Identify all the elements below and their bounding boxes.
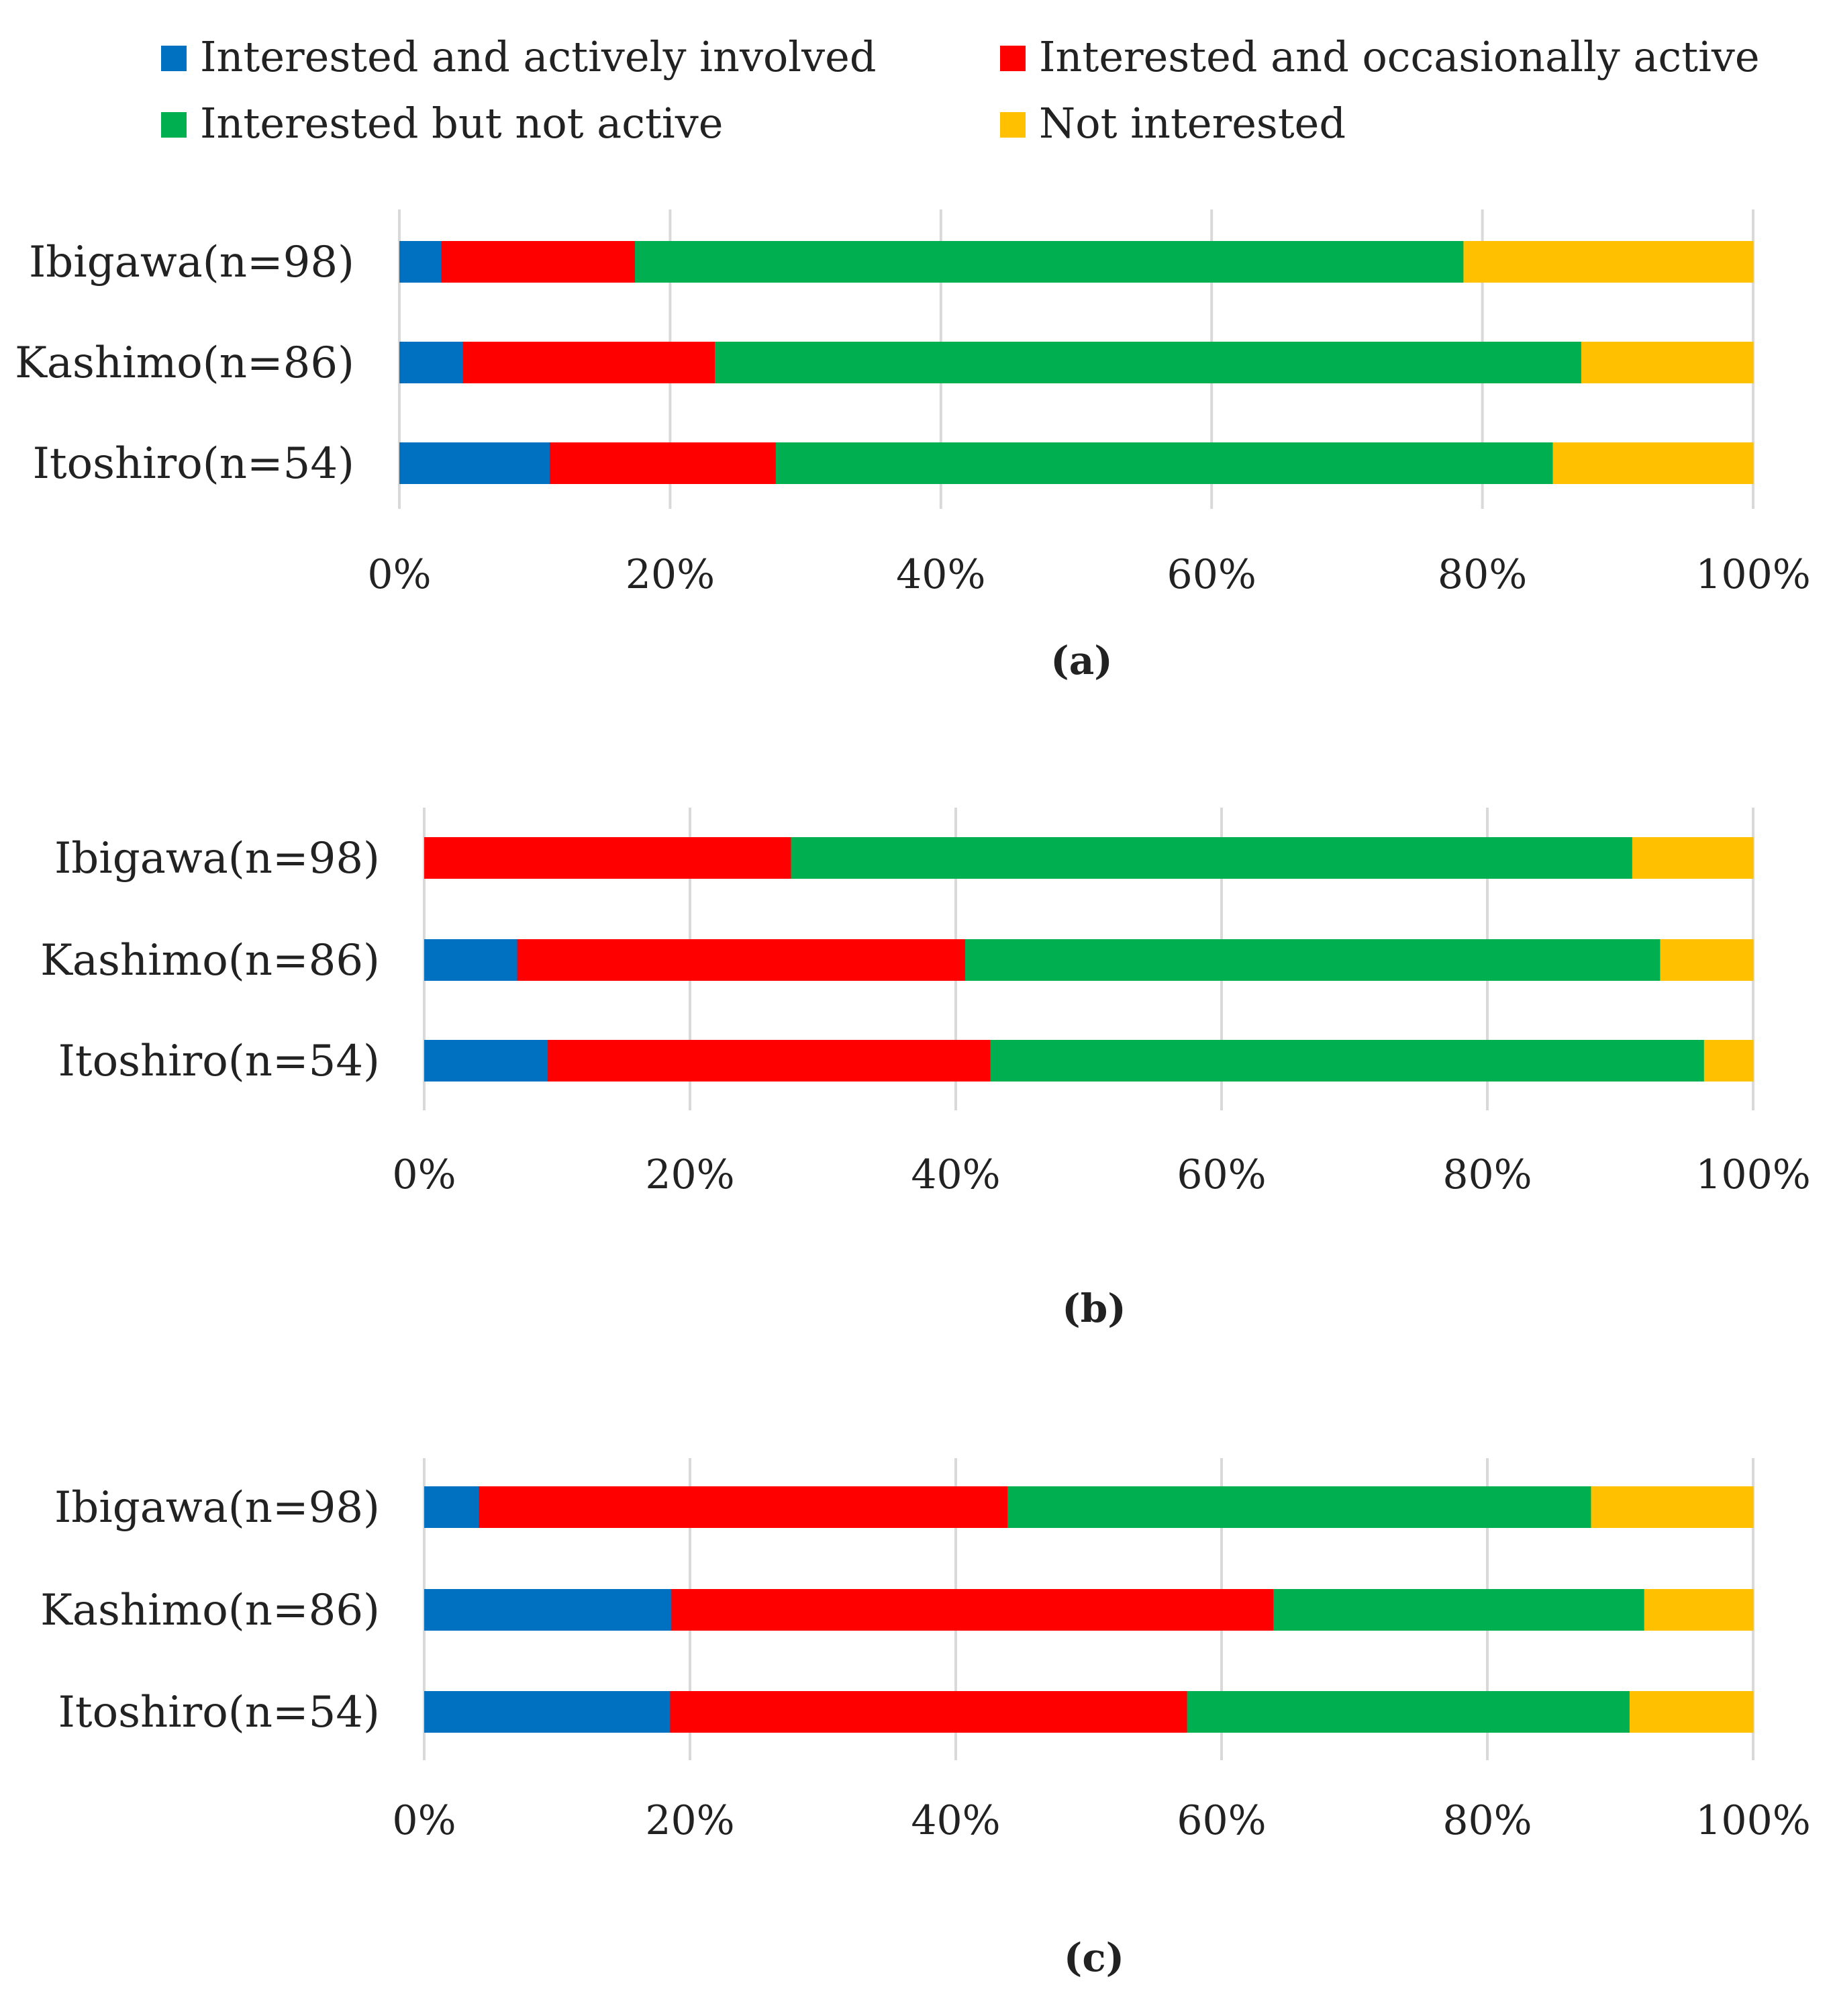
bar-segment-itoshiro-interested-but-not-active xyxy=(1187,1691,1630,1733)
x-tick-label: 0% xyxy=(392,1151,456,1198)
bar-segment-itoshiro-interested-and-actively-involved xyxy=(399,442,550,484)
legend-swatch xyxy=(1000,112,1026,138)
x-tick-label: 60% xyxy=(1177,1797,1266,1844)
bar-segment-itoshiro-not-interested xyxy=(1552,442,1754,484)
legend-label: Not interested xyxy=(1039,99,1346,148)
bar-segment-itoshiro-not-interested xyxy=(1629,1691,1754,1733)
category-label: Itoshiro(n=54) xyxy=(58,1688,380,1737)
bar-segment-kashimo-interested-but-not-active xyxy=(714,342,1582,383)
legend-item-interested-and-actively-involved: Interested and actively involved xyxy=(161,32,877,81)
x-tick-label: 20% xyxy=(645,1797,734,1844)
bar-segment-kashimo-not-interested xyxy=(1644,1589,1754,1631)
x-tick-label: 0% xyxy=(367,551,431,598)
bar-segment-ibigawa-not-interested xyxy=(1591,1486,1754,1528)
category-label: Itoshiro(n=54) xyxy=(33,439,354,489)
category-label: Kashimo(n=86) xyxy=(40,1586,380,1635)
legend-label: Interested but not active xyxy=(200,99,723,148)
bar-segment-ibigawa-interested-and-actively-involved xyxy=(424,1486,479,1528)
x-tick-label: 20% xyxy=(645,1151,734,1198)
x-tick-label: 80% xyxy=(1442,1797,1532,1844)
bar-segment-itoshiro-interested-and-actively-involved xyxy=(424,1691,671,1733)
bar-segment-kashimo-interested-but-not-active xyxy=(964,939,1661,981)
legend-item-not-interested: Not interested xyxy=(1000,99,1346,148)
bar-segment-kashimo-interested-and-actively-involved xyxy=(424,1589,672,1631)
category-label: Ibigawa(n=98) xyxy=(29,238,354,287)
bar-segment-ibigawa-interested-and-occasionally-active xyxy=(424,837,791,879)
bar-segment-itoshiro-interested-and-occasionally-active xyxy=(670,1691,1188,1733)
x-tick-label: 40% xyxy=(911,1797,1000,1844)
bar-segment-itoshiro-interested-and-occasionally-active xyxy=(549,442,777,484)
legend-label: Interested and occasionally active xyxy=(1039,32,1760,81)
x-tick-label: 100% xyxy=(1695,1151,1811,1198)
legend-swatch xyxy=(161,46,187,71)
bar-segment-kashimo-not-interested xyxy=(1660,939,1754,981)
chart-panels: 0% 20% 40% 60% 80% 100% Ibigawa(n=98) Kashimo(n… xyxy=(15,209,1811,1980)
bar-segment-ibigawa-interested-but-not-active xyxy=(791,837,1633,879)
bar-segment-itoshiro-interested-and-occasionally-active xyxy=(548,1040,991,1082)
bar-segment-ibigawa-interested-and-occasionally-active xyxy=(479,1486,1008,1528)
bar-segment-kashimo-interested-and-occasionally-active xyxy=(517,939,966,981)
category-label: Kashimo(n=86) xyxy=(40,936,380,986)
bar-segment-kashimo-interested-but-not-active xyxy=(1273,1589,1645,1631)
bar-segment-itoshiro-interested-and-actively-involved xyxy=(424,1040,548,1082)
category-label: Itoshiro(n=54) xyxy=(58,1037,380,1086)
legend-item-interested-and-occasionally-active: Interested and occasionally active xyxy=(1000,32,1760,81)
bar-segment-ibigawa-not-interested xyxy=(1632,837,1754,879)
x-tick-label: 60% xyxy=(1177,1151,1266,1198)
x-tick-label: 0% xyxy=(392,1797,456,1844)
bar-segment-ibigawa-not-interested xyxy=(1463,241,1754,283)
panel-a: 0% 20% 40% 60% 80% 100% Ibigawa(n=98) Kashimo(n… xyxy=(15,209,1811,683)
legend-item-interested-but-not-active: Interested but not active xyxy=(161,99,723,148)
x-tick-label: 80% xyxy=(1438,551,1527,598)
x-tick-label: 60% xyxy=(1167,551,1256,598)
bar-segment-itoshiro-interested-but-not-active xyxy=(775,442,1553,484)
bar-segment-ibigawa-interested-and-occasionally-active xyxy=(441,241,636,283)
x-tick-label: 40% xyxy=(896,551,985,598)
legend-swatch xyxy=(1000,46,1026,71)
panel-label: (b) xyxy=(1062,1286,1126,1331)
bar-segment-ibigawa-interested-and-actively-involved xyxy=(399,241,442,283)
legend-swatch xyxy=(161,112,187,138)
panel-label: (c) xyxy=(1064,1935,1124,1980)
bar-segment-itoshiro-not-interested xyxy=(1703,1040,1754,1082)
bar-segment-kashimo-interested-and-actively-involved xyxy=(399,342,464,383)
bar-segment-kashimo-interested-and-occasionally-active xyxy=(671,1589,1274,1631)
legend-label: Interested and actively involved xyxy=(200,32,877,81)
x-tick-label: 40% xyxy=(911,1151,1000,1198)
bar-segment-ibigawa-interested-but-not-active xyxy=(1007,1486,1591,1528)
bar-segment-kashimo-interested-and-occasionally-active xyxy=(462,342,715,383)
bar-segment-kashimo-not-interested xyxy=(1581,342,1754,383)
x-tick-label: 20% xyxy=(626,551,715,598)
bar-segment-kashimo-interested-and-actively-involved xyxy=(424,939,518,981)
category-label: Ibigawa(n=98) xyxy=(54,834,380,883)
panel-label: (a) xyxy=(1050,638,1112,683)
panel-b: 0% 20% 40% 60% 80% 100% Ibigawa(n=98) Kashimo(n… xyxy=(40,808,1811,1331)
x-tick-label: 100% xyxy=(1695,551,1811,598)
category-label: Ibigawa(n=98) xyxy=(54,1483,380,1533)
category-label: Kashimo(n=86) xyxy=(15,338,354,388)
legend: Interested and actively involved Interest… xyxy=(161,32,1760,148)
bar-segment-itoshiro-interested-but-not-active xyxy=(990,1040,1705,1082)
x-tick-label: 80% xyxy=(1442,1151,1532,1198)
x-tick-label: 100% xyxy=(1695,1797,1811,1844)
bar-segment-ibigawa-interested-but-not-active xyxy=(634,241,1464,283)
panel-c: 0% 20% 40% 60% 80% 100% Ibigawa(n=98) Kashimo(n… xyxy=(40,1458,1811,1980)
